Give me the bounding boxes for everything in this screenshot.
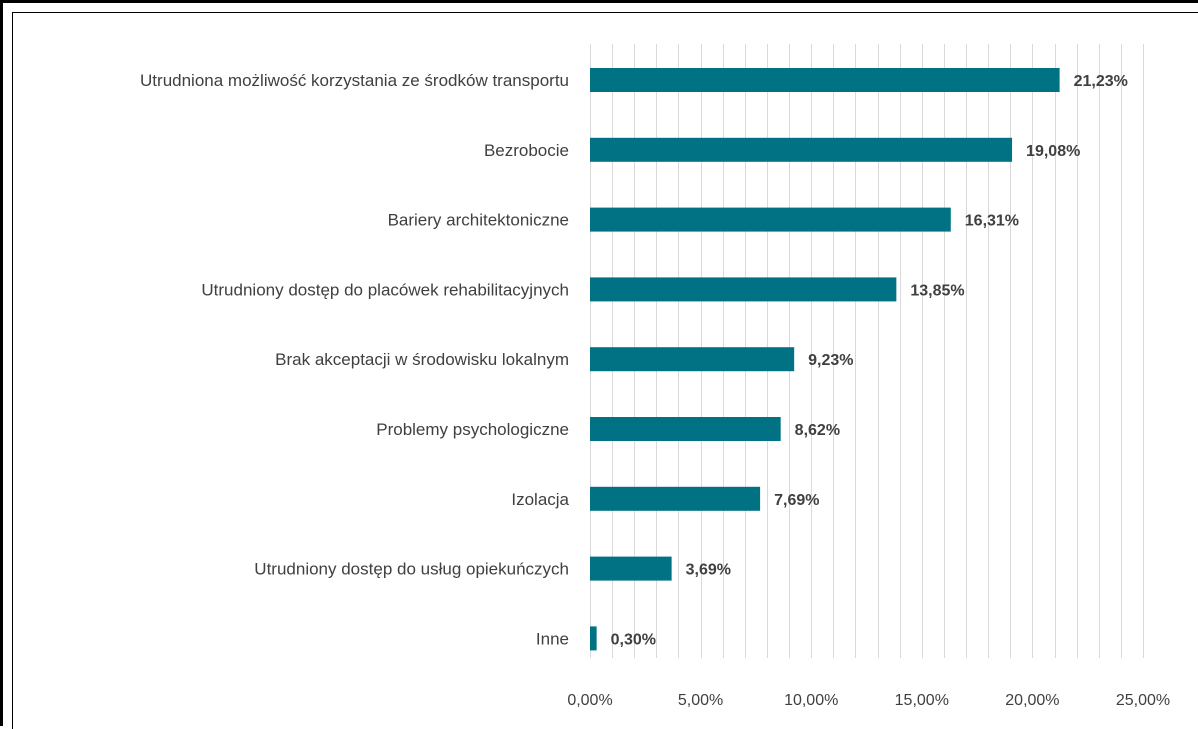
bars — [590, 68, 1060, 651]
x-tick-label-6: 25,00% — [1116, 692, 1170, 709]
value-label-6: 8,62% — [795, 422, 840, 439]
category-label-3: Bariery architektoniczne — [388, 211, 569, 230]
bar-3 — [590, 207, 951, 232]
value-labels: 21,23% 19,08% 16,31% 13,85% 9,23% 8,62% 7,69% 3… — [611, 73, 1128, 648]
category-label-7: Izolacja — [511, 490, 569, 509]
category-labels: Utrudniona możliwość korzystania ze środ… — [140, 71, 570, 648]
value-label-1: 21,23% — [1074, 73, 1128, 90]
category-label-1: Utrudniona możliwość korzystania ze środ… — [140, 71, 569, 90]
bar-1 — [590, 68, 1060, 92]
value-label-4: 13,85% — [910, 282, 964, 299]
x-tick-label-3: 10,00% — [784, 692, 838, 709]
bar-2 — [590, 137, 1013, 162]
x-tick-label-5: 20,00% — [1005, 692, 1059, 709]
x-axis-tick-labels: 0,00% 5,00% 10,00% 15,00% 20,00% 25,00% — [567, 692, 1170, 709]
category-label-6: Problemy psychologiczne — [376, 420, 569, 439]
bar-8 — [590, 556, 672, 581]
value-label-3: 16,31% — [965, 213, 1019, 230]
category-label-5: Brak akceptacji w środowisku lokalnym — [275, 350, 569, 369]
x-tick-label-1: 0,00% — [567, 692, 612, 709]
bar-9 — [590, 626, 597, 651]
x-tick-label-4: 15,00% — [895, 692, 949, 709]
value-label-2: 19,08% — [1026, 143, 1080, 160]
chart-frame-inner-border — [12, 12, 1198, 729]
category-label-8: Utrudniony dostęp do usług opiekuńczych — [254, 560, 569, 579]
bar-7 — [590, 486, 761, 511]
value-label-7: 7,69% — [774, 492, 819, 509]
bar-4 — [590, 277, 897, 302]
bar-6 — [590, 417, 781, 441]
value-label-9: 0,30% — [611, 631, 656, 648]
bar-5 — [590, 347, 795, 372]
value-label-8: 3,69% — [686, 562, 731, 579]
category-label-4: Utrudniony dostęp do placówek rehabilita… — [201, 280, 569, 299]
category-label-9: Inne — [536, 629, 569, 648]
value-label-5: 9,23% — [808, 352, 853, 369]
category-label-2: Bezrobocie — [484, 141, 569, 160]
x-tick-label-2: 5,00% — [678, 692, 723, 709]
